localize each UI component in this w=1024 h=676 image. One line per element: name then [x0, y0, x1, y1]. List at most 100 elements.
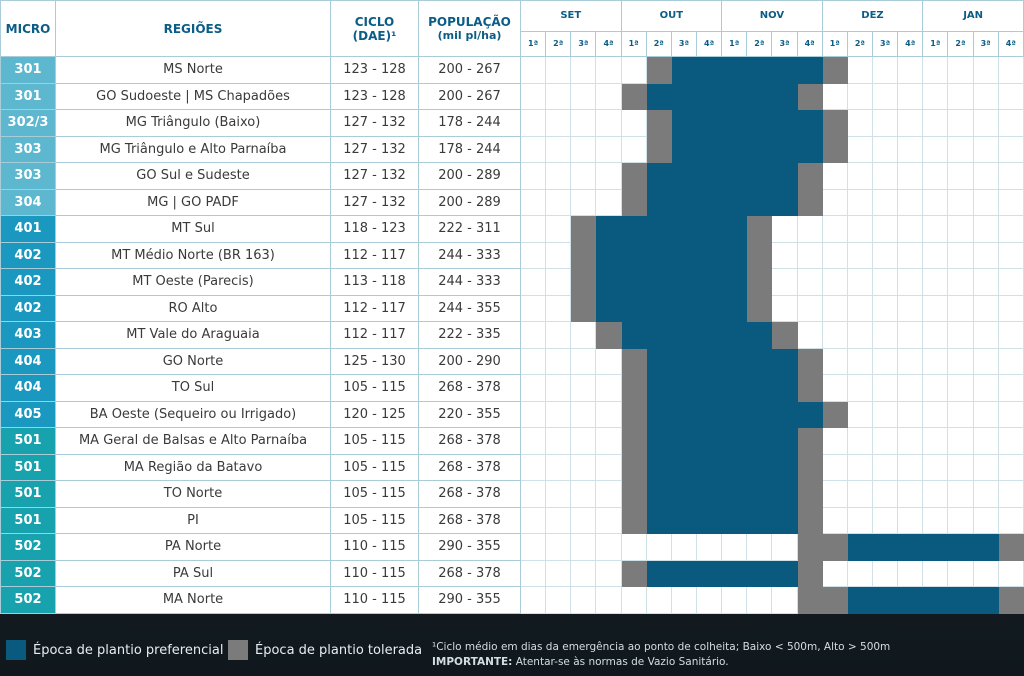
region-cell: MA Norte	[55, 586, 331, 614]
planting-period	[721, 321, 748, 349]
week-cell	[947, 400, 974, 428]
ciclo-cell: 105 - 115	[330, 506, 419, 534]
planting-period	[695, 188, 723, 216]
week-cell	[972, 162, 999, 190]
week-cell	[997, 400, 1024, 428]
week-header: 4ª	[595, 31, 622, 57]
planting-period	[695, 135, 723, 163]
week-cell	[519, 533, 547, 561]
planting-period	[695, 82, 723, 110]
week-cell	[721, 533, 748, 561]
planting-period	[695, 506, 723, 534]
week-cell	[947, 56, 974, 84]
micro-cell: 501	[0, 480, 56, 508]
header-row: MICRO REGIÕES CICLO (DAE)¹ POPULAÇÃO (mil pl/…	[0, 0, 1024, 57]
week-cell	[922, 215, 949, 243]
week-cell	[570, 506, 597, 534]
micro-cell: 502	[0, 559, 56, 587]
week-cell	[897, 294, 924, 322]
planting-period	[771, 188, 798, 216]
planting-period	[821, 400, 848, 428]
planting-period	[695, 321, 723, 349]
week-cell	[922, 480, 949, 508]
week-cell	[519, 453, 547, 481]
planting-period	[645, 82, 672, 110]
planting-period	[620, 427, 647, 455]
planting-period	[771, 559, 798, 587]
micro-cell: 404	[0, 374, 56, 402]
week-cell	[846, 82, 873, 110]
week-cell	[519, 427, 547, 455]
week-cell	[620, 135, 647, 163]
week-cell	[545, 321, 572, 349]
week-cell	[871, 82, 899, 110]
week-cell	[947, 82, 974, 110]
planting-period	[670, 268, 697, 296]
planting-period	[796, 109, 823, 137]
week-cell	[947, 135, 974, 163]
week-cell	[922, 109, 949, 137]
micro-cell: 302/3	[0, 109, 56, 137]
header-unit: (DAE)¹	[352, 28, 397, 43]
week-cell	[595, 400, 622, 428]
week-cell	[922, 506, 949, 534]
planting-period	[746, 321, 773, 349]
planting-period	[695, 453, 723, 481]
week-cell	[897, 268, 924, 296]
week-cell	[595, 533, 622, 561]
planting-period	[796, 506, 823, 534]
week-cell	[519, 586, 547, 614]
week-cell	[570, 533, 597, 561]
week-header: 3ª	[670, 31, 697, 57]
week-cell	[972, 347, 999, 375]
header-micro: MICRO	[0, 0, 56, 57]
week-row: 1ª 2ª 3ª 4ª 1ª 2ª 3ª 4ª 1ª 2ª 3ª 4ª 1ª 2ª 3ª 4ª 1ª 2ª 3ª 4ª	[1, 31, 1024, 57]
week-cell	[595, 586, 622, 614]
planting-period	[570, 268, 597, 296]
week-cell	[519, 268, 547, 296]
week-cell	[997, 427, 1024, 455]
week-cell	[771, 586, 798, 614]
planting-period	[670, 215, 697, 243]
populacao-cell: 268 - 378	[418, 480, 521, 508]
week-cell	[997, 109, 1024, 137]
planting-period	[721, 400, 748, 428]
week-cell	[846, 241, 873, 269]
planting-period	[670, 294, 697, 322]
populacao-cell: 268 - 378	[418, 427, 521, 455]
planting-period	[695, 347, 723, 375]
ciclo-cell: 105 - 115	[330, 374, 419, 402]
table-row: 404 GO Norte 125 - 130 200 - 290	[0, 347, 1024, 375]
week-cell	[595, 56, 622, 84]
planting-period	[645, 400, 672, 428]
week-cell	[771, 294, 798, 322]
planting-period	[645, 135, 672, 163]
week-cell	[519, 56, 547, 84]
week-cell	[947, 215, 974, 243]
week-cell	[897, 56, 924, 84]
populacao-cell: 222 - 311	[418, 215, 521, 243]
planting-period	[771, 321, 798, 349]
week-cell	[545, 586, 572, 614]
planting-period	[695, 427, 723, 455]
week-cell	[570, 162, 597, 190]
week-cell	[997, 559, 1024, 587]
region-cell: MT Vale do Araguaia	[55, 321, 331, 349]
planting-period	[721, 109, 748, 137]
planting-period	[897, 533, 924, 561]
week-cell	[545, 109, 572, 137]
week-cell	[645, 533, 672, 561]
populacao-cell: 220 - 355	[418, 400, 521, 428]
planting-period	[645, 347, 672, 375]
planting-period	[972, 586, 999, 614]
planting-period	[746, 215, 773, 243]
planting-period	[796, 82, 823, 110]
legend-label: Época de plantio tolerada	[255, 642, 423, 658]
planting-period	[620, 347, 647, 375]
planting-period	[670, 135, 697, 163]
ciclo-cell: 113 - 118	[330, 268, 419, 296]
week-cell	[897, 215, 924, 243]
planting-period	[821, 533, 848, 561]
ciclo-cell: 123 - 128	[330, 56, 419, 84]
week-cell	[570, 400, 597, 428]
